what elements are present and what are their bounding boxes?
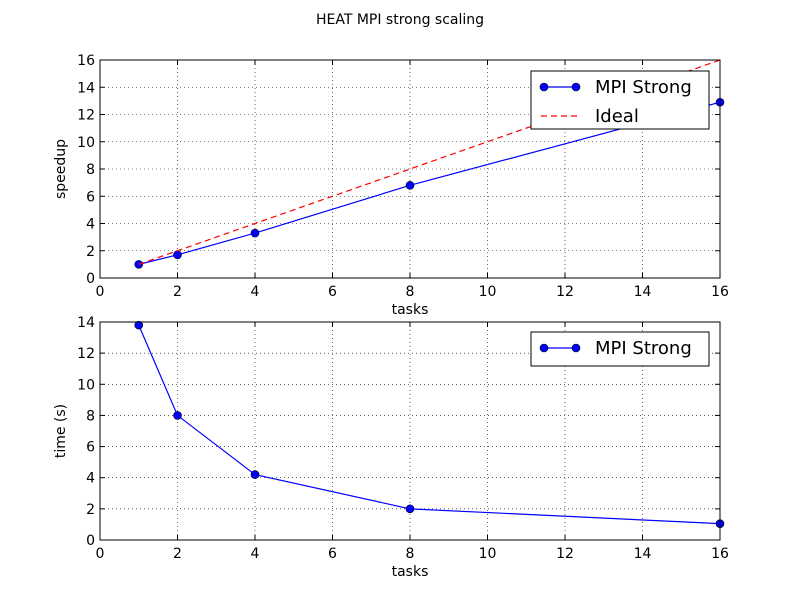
x-tick-label: 2	[173, 546, 182, 562]
x-axis-label: tasks	[392, 302, 429, 318]
y-tick-label: 8	[86, 162, 95, 178]
data-point-mpi-strong	[250, 228, 260, 238]
x-tick-label: 4	[251, 284, 260, 300]
y-tick-label: 10	[77, 135, 95, 151]
y-tick-label: 12	[77, 108, 95, 124]
data-point-mpi-strong	[250, 470, 260, 479]
speedup-plot: 0 2 4 6 8 10 12 14 16 0 2 4 6 8 10 12 14 16 tasks speedup MP…	[53, 53, 729, 318]
x-tick-label: 14	[634, 284, 652, 300]
data-point-mpi-strong	[173, 411, 182, 420]
x-tick-label: 8	[406, 284, 415, 300]
y-tick-label: 0	[86, 271, 95, 287]
axes-frame	[99, 59, 721, 279]
x-tick-label: 12	[556, 546, 574, 562]
y-tick-label: 12	[77, 346, 95, 362]
x-tick-label: 12	[556, 284, 574, 300]
data-point-mpi-strong	[405, 504, 415, 514]
legend-box	[530, 70, 710, 130]
y-tick-label: 14	[77, 315, 95, 331]
x-tick-label: 16	[711, 546, 729, 562]
data-point-mpi-strong	[134, 320, 144, 330]
legend-marker-mpi-strong	[571, 343, 581, 353]
x-tick-label: 10	[479, 284, 497, 300]
data-point-mpi-strong	[173, 250, 182, 260]
x-tick-label: 0	[96, 546, 105, 562]
y-tick-label: 4	[86, 471, 95, 487]
y-tick-label: 6	[86, 440, 95, 456]
x-axis-label: tasks	[392, 564, 429, 580]
y-tick-label: 2	[86, 244, 95, 260]
y-axis-label: speedup	[53, 139, 69, 199]
x-tick-label: 0	[96, 284, 105, 300]
legend-box	[530, 331, 710, 367]
y-tick-label: 4	[86, 217, 95, 233]
y-tick-label: 0	[86, 533, 95, 549]
legend-marker-mpi-strong	[539, 343, 549, 353]
legend-marker-mpi-strong	[571, 82, 581, 92]
x-tick-label: 6	[328, 546, 337, 562]
legend-label-mpi-strong: MPI Strong	[595, 77, 692, 98]
y-tick-label: 10	[77, 377, 95, 393]
legend-label-mpi-strong: MPI Strong	[595, 338, 692, 359]
y-tick-label: 8	[86, 408, 95, 424]
y-tick-label: 6	[86, 189, 95, 205]
x-tick-label: 4	[251, 546, 260, 562]
x-tick-label: 10	[479, 546, 497, 562]
y-tick-label: 16	[77, 53, 95, 69]
data-point-mpi-strong	[405, 181, 415, 190]
x-tick-label: 8	[406, 546, 415, 562]
time-plot: 0 2 4 6 8 10 12 14 16 0 2 4 6 8 10 12 14 tasks time (s) MPI…	[53, 315, 729, 580]
legend-label-ideal: Ideal	[595, 106, 639, 127]
y-tick-label: 14	[77, 80, 95, 96]
axes-frame	[99, 321, 721, 541]
x-tick-label: 16	[711, 284, 729, 300]
x-tick-label: 2	[173, 284, 182, 300]
legend-marker-mpi-strong	[539, 82, 549, 92]
figure-title: HEAT MPI strong scaling	[316, 12, 484, 28]
x-tick-label: 6	[328, 284, 337, 300]
x-tick-label: 14	[634, 546, 652, 562]
y-tick-label: 2	[86, 502, 95, 518]
y-axis-label: time (s)	[53, 404, 69, 458]
